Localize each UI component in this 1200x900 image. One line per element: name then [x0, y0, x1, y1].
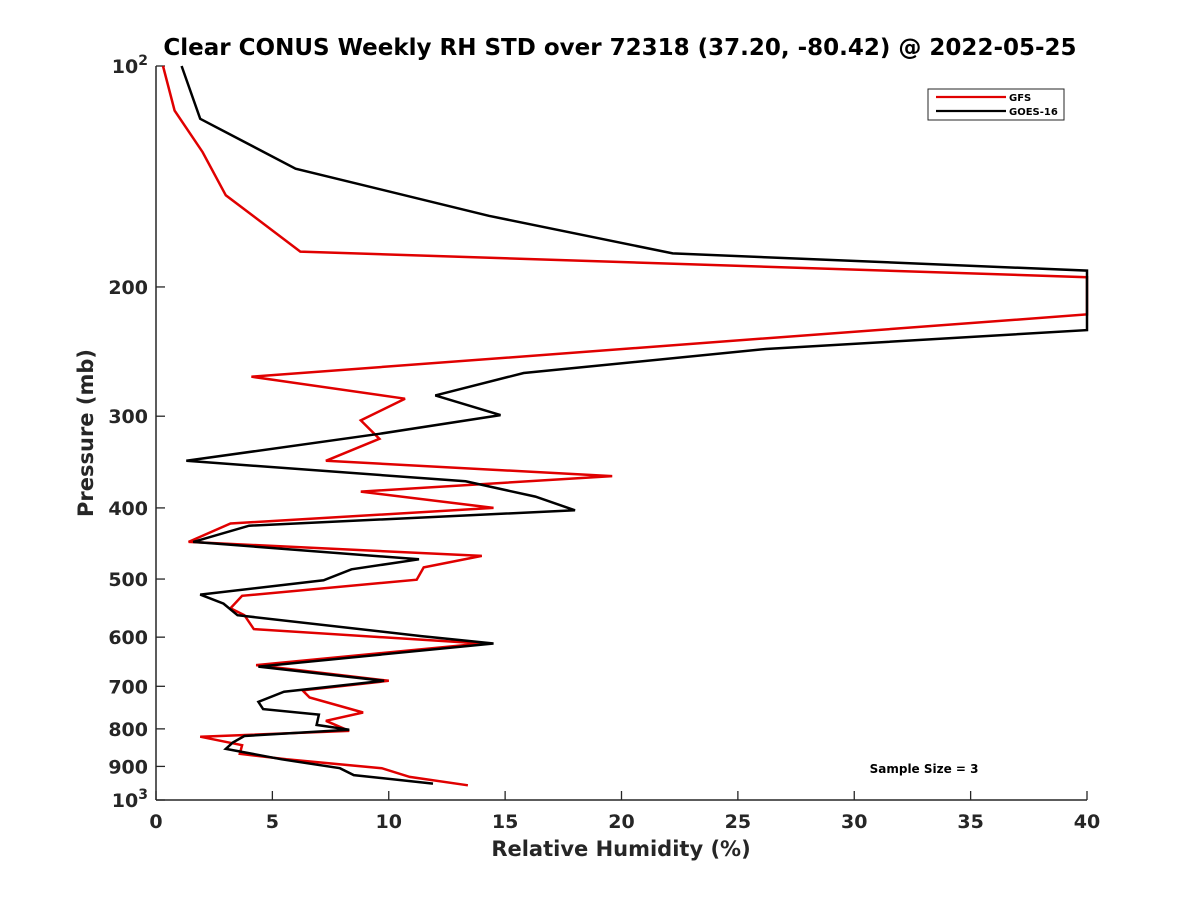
- chart-legend: GFS GOES-16: [927, 88, 1065, 121]
- series-layer: [161, 65, 1089, 787]
- y-tick-label: 103: [112, 787, 148, 812]
- x-tick-label: 5: [266, 811, 279, 833]
- x-tick-label: 20: [608, 811, 634, 833]
- sample-size-annotation: Sample Size = 3: [870, 762, 979, 776]
- x-tick-label: 40: [1074, 811, 1100, 833]
- x-tick-label: 0: [149, 811, 162, 833]
- legend-label-gfs: GFS: [1009, 93, 1031, 104]
- x-axis-label: Relative Humidity (%): [491, 837, 750, 861]
- y-tick-label: 600: [108, 627, 148, 649]
- y-tick-label: 102: [112, 53, 148, 78]
- y-tick-label: 800: [108, 719, 148, 741]
- chart-title: Clear CONUS Weekly RH STD over 72318 (37…: [163, 35, 1076, 61]
- x-tick-group: 0 5 10 15 20 25 30 35 40: [149, 791, 1100, 833]
- y-tick-label: 700: [108, 676, 148, 698]
- y-tick-label: 500: [108, 569, 148, 591]
- legend-label-goes16: GOES-16: [1009, 107, 1058, 118]
- x-tick-label: 25: [725, 811, 751, 833]
- y-tick-label: 300: [108, 406, 148, 428]
- x-tick-label: 30: [841, 811, 867, 833]
- x-tick-label: 10: [376, 811, 402, 833]
- y-tick-group: 102 200 300 400 500 600 700 800 900 103: [108, 53, 165, 812]
- y-axis-label: Pressure (mb): [74, 349, 98, 517]
- series-line-gfs: [161, 65, 1089, 787]
- x-tick-label: 35: [957, 811, 983, 833]
- series-line-goes16: [180, 65, 1089, 785]
- x-tick-label: 15: [492, 811, 518, 833]
- y-tick-label: 900: [108, 756, 148, 778]
- legend-box: [927, 88, 1065, 121]
- y-tick-label: 200: [108, 277, 148, 299]
- y-tick-label: 400: [108, 498, 148, 520]
